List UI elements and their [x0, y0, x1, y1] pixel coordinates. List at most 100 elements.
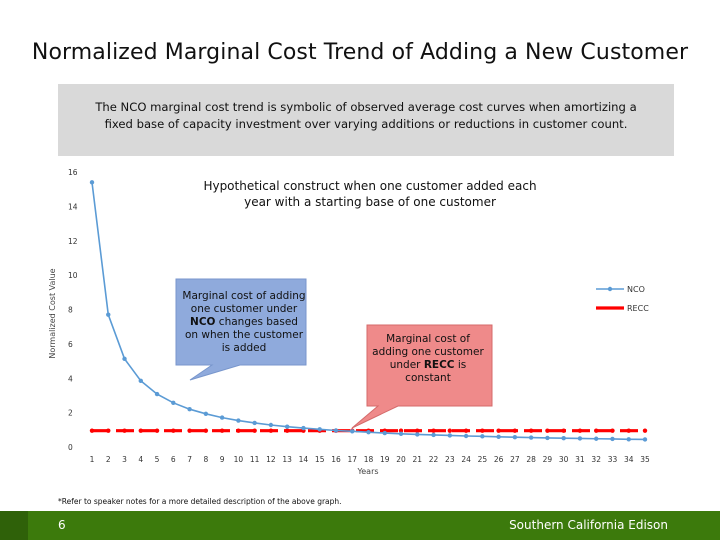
nco-point: [610, 436, 615, 442]
x-tick-label: 17: [347, 455, 357, 464]
nco-point: [317, 427, 322, 432]
x-tick-label: 13: [282, 455, 292, 464]
nco-point: [301, 425, 306, 431]
recc-point: [187, 428, 192, 433]
y-tick-label: 8: [68, 306, 73, 315]
x-tick-label: 19: [380, 455, 390, 464]
recc-point: [480, 428, 485, 433]
y-tick-label: 0: [68, 443, 73, 452]
nco-point: [350, 429, 355, 434]
company-name: Southern California Edison: [509, 518, 668, 532]
nco-point: [496, 434, 501, 440]
nco-point: [577, 436, 583, 441]
nco-point: [447, 433, 453, 438]
x-tick-label: 24: [461, 455, 471, 464]
nco-point: [545, 435, 550, 441]
x-tick-label: 8: [203, 455, 208, 464]
nco-point: [463, 433, 469, 439]
x-tick-label: 28: [526, 455, 536, 464]
nco-point: [106, 312, 111, 317]
recc-point: [398, 428, 404, 433]
x-tick-label: 30: [559, 455, 569, 464]
recc-point: [610, 428, 615, 433]
recc-callout-bold: RECC: [423, 359, 455, 371]
nco-point: [333, 428, 339, 433]
x-tick-label: 34: [624, 455, 634, 464]
x-tick-label: 21: [413, 455, 423, 464]
nco-point: [171, 400, 176, 406]
nco-point: [236, 418, 241, 423]
y-tick-label: 16: [68, 168, 78, 177]
nco-point: [89, 180, 95, 185]
nco-point: [203, 411, 209, 417]
recc-point: [545, 428, 550, 433]
nco-point: [480, 434, 485, 439]
legend-label: NCO: [627, 285, 645, 294]
nco-point: [561, 436, 566, 441]
legend-marker: [607, 286, 613, 292]
recc-point: [203, 428, 209, 433]
x-tick-label: 14: [299, 455, 309, 464]
legend-label: RECC: [627, 304, 649, 313]
nco-point: [415, 432, 420, 437]
x-tick-label: 26: [494, 455, 504, 464]
nco-point: [219, 415, 225, 420]
x-tick-label: 16: [331, 455, 341, 464]
x-tick-label: 11: [250, 455, 260, 464]
x-tick-label: 15: [315, 455, 325, 464]
x-tick-label: 35: [640, 455, 650, 464]
recc-point: [154, 428, 160, 433]
x-tick-label: 6: [171, 455, 176, 464]
nco-point: [594, 436, 599, 441]
x-tick-label: 23: [445, 455, 455, 464]
y-tick-label: 12: [68, 237, 78, 246]
summary-box: The NCO marginal cost trend is symbolic …: [58, 84, 674, 156]
x-tick-label: 27: [510, 455, 520, 464]
recc-point: [415, 428, 420, 433]
legend-nco: NCO: [596, 285, 645, 294]
recc-point: [626, 428, 631, 433]
recc-point: [122, 428, 127, 433]
nco-point: [642, 437, 648, 442]
recc-point: [594, 428, 599, 433]
x-tick-label: 2: [106, 455, 111, 464]
x-tick-label: 20: [396, 455, 406, 464]
recc-point: [252, 428, 257, 433]
x-tick-label: 1: [90, 455, 95, 464]
x-tick-label: 25: [478, 455, 488, 464]
nco-point: [122, 356, 127, 362]
recc-point: [219, 428, 225, 433]
nco-callout-pre: Marginal cost of adding one customer und…: [182, 290, 306, 315]
recc-point: [106, 428, 111, 433]
recc-point: [561, 428, 566, 433]
nco-point: [138, 378, 143, 384]
recc-point: [642, 428, 648, 433]
x-tick-label: 32: [591, 455, 601, 464]
x-axis-title: Years: [356, 467, 378, 476]
y-tick-label: 14: [68, 202, 78, 211]
recc-point: [447, 428, 453, 433]
x-tick-label: 5: [155, 455, 160, 464]
nco-point: [154, 391, 160, 397]
recc-point: [577, 428, 583, 433]
footnote: *Refer to speaker notes for a more detai…: [58, 497, 342, 506]
nco-point: [528, 435, 534, 440]
recc-point: [284, 428, 290, 433]
legend-recc: RECC: [596, 304, 649, 313]
recc-point: [236, 428, 241, 433]
nco-point: [512, 435, 518, 440]
nco-point: [626, 437, 631, 442]
nco-point: [366, 430, 371, 435]
y-tick-label: 6: [68, 340, 73, 349]
nco-point: [284, 424, 290, 429]
y-tick-label: 2: [68, 409, 73, 418]
x-tick-label: 9: [220, 455, 225, 464]
x-tick-label: 12: [266, 455, 276, 464]
recc-callout-post: is constant: [405, 359, 467, 384]
x-tick-label: 33: [608, 455, 618, 464]
slide-title: Normalized Marginal Cost Trend of Adding…: [31, 40, 689, 65]
recc-point: [463, 428, 469, 433]
recc-point: [431, 428, 436, 433]
recc-point: [138, 428, 143, 433]
x-tick-label: 22: [429, 455, 439, 464]
